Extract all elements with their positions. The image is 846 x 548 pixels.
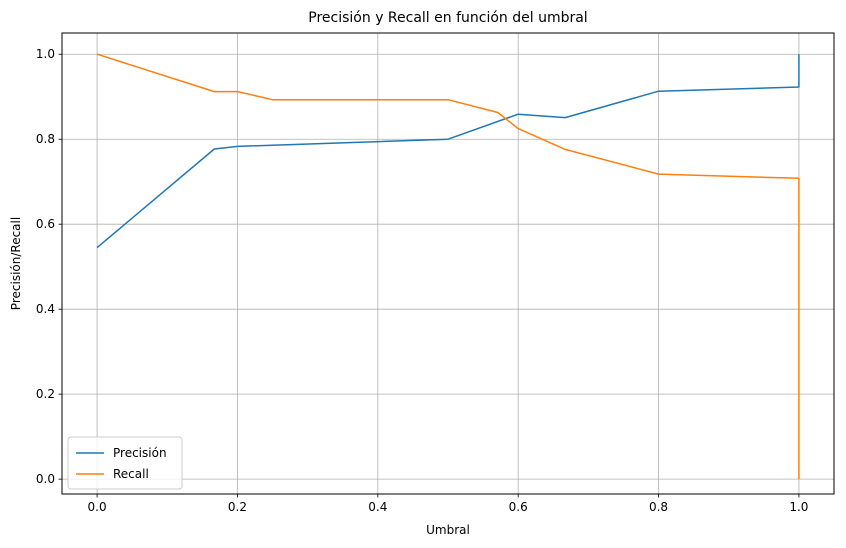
legend: Precisión Recall (67, 436, 183, 490)
y-tick-label: 0.0 (36, 472, 55, 486)
series-line-precision (96, 54, 800, 249)
y-axis-label: Precisión/Recall (9, 217, 23, 310)
x-tick-label: 0.4 (368, 500, 387, 514)
legend-label-precision: Precisión (113, 446, 167, 460)
x-tick-label: 0.2 (228, 500, 247, 514)
x-tick-label: 1.0 (789, 500, 808, 514)
y-tick-label: 0.2 (36, 387, 55, 401)
y-tick-label: 0.8 (36, 132, 55, 146)
legend-label-recall: Recall (113, 467, 149, 481)
chart-title: Precisión y Recall en función del umbral (308, 10, 587, 26)
plot-frame (61, 32, 835, 495)
series-line-recall (96, 53, 800, 480)
y-tick-label: 0.6 (36, 217, 55, 231)
x-tick-label: 0.0 (88, 500, 107, 514)
y-tick-label: 1.0 (36, 47, 55, 61)
x-axis-label: Umbral (426, 523, 470, 537)
y-tick-label: 0.4 (36, 302, 55, 316)
x-tick-label: 0.6 (509, 500, 528, 514)
ticks: 0.0 0.2 0.4 0.6 0.8 1.0 0.0 0.2 0.4 0.6 0.8 1.0 (36, 47, 809, 514)
x-tick-label: 0.8 (649, 500, 668, 514)
series-layer (96, 53, 800, 480)
legend-box (67, 436, 183, 490)
